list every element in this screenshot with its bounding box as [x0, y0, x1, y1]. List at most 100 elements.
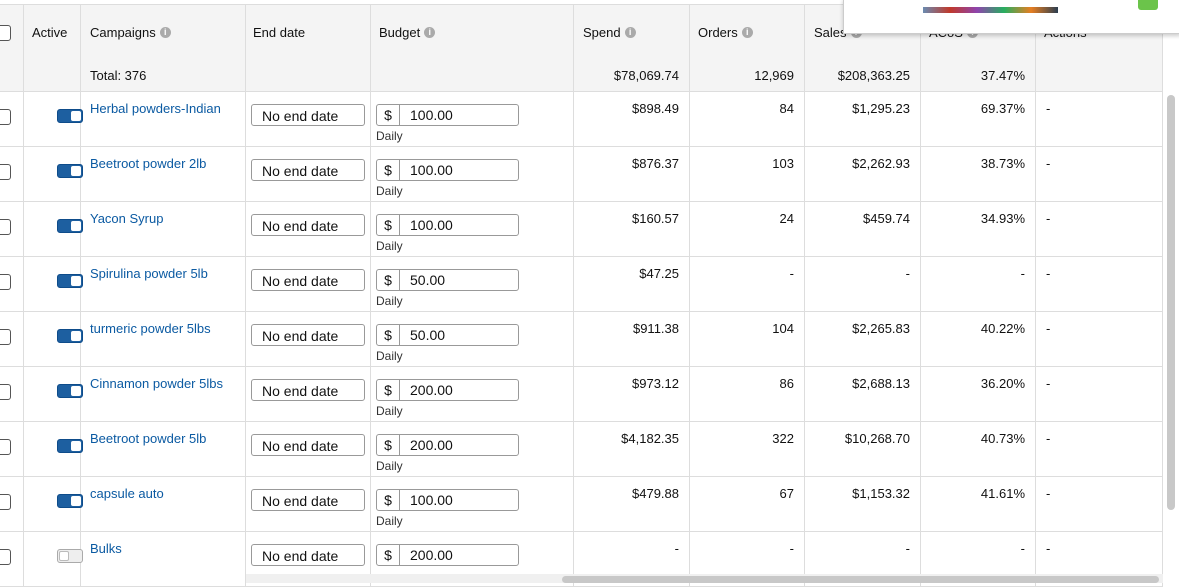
row-checkbox[interactable]: [0, 109, 11, 125]
active-toggle[interactable]: [57, 219, 83, 233]
row-checkbox[interactable]: [0, 329, 11, 345]
row-select-cell: [0, 476, 24, 531]
row-end-date-cell: No end date: [246, 421, 371, 476]
campaign-link[interactable]: Beetroot powder 5lb: [90, 431, 207, 446]
end-date-input[interactable]: No end date: [251, 544, 365, 566]
info-icon[interactable]: i: [741, 27, 753, 38]
row-actions[interactable]: -: [1036, 256, 1163, 311]
campaign-link[interactable]: capsule auto: [90, 486, 164, 501]
total-end-date-cell: [246, 59, 371, 91]
active-toggle[interactable]: [57, 494, 83, 508]
row-checkbox[interactable]: [0, 384, 11, 400]
row-select-cell: [0, 311, 24, 366]
row-checkbox[interactable]: [0, 494, 11, 510]
row-select-cell: [0, 366, 24, 421]
row-actions[interactable]: -: [1036, 476, 1163, 531]
row-actions[interactable]: -: [1036, 311, 1163, 366]
table-row: Bulks No end date $ 200.00 - - - - -: [0, 531, 1163, 587]
campaign-link[interactable]: turmeric powder 5lbs: [90, 321, 211, 336]
row-checkbox[interactable]: [0, 439, 11, 455]
horizontal-scrollbar[interactable]: [562, 576, 1159, 583]
row-select-cell: [0, 256, 24, 311]
campaign-link[interactable]: Herbal powders-Indian: [90, 101, 221, 116]
table-row: Beetroot powder 2lb No end date $ 100.00…: [0, 146, 1163, 202]
info-icon[interactable]: i: [424, 27, 436, 38]
end-date-input[interactable]: No end date: [251, 104, 365, 126]
row-budget-cell: $ 100.00 Daily: [371, 91, 574, 146]
budget-amount: 100.00: [410, 162, 453, 178]
active-toggle[interactable]: [57, 549, 83, 563]
table-row: turmeric powder 5lbs No end date $ 50.00…: [0, 311, 1163, 367]
header-campaigns[interactable]: Campaigns i: [81, 5, 246, 60]
toggle-knob: [59, 551, 69, 561]
campaign-link[interactable]: Cinnamon powder 5lbs: [90, 376, 223, 391]
row-actions[interactable]: -: [1036, 146, 1163, 201]
budget-input[interactable]: $ 200.00: [376, 434, 519, 456]
header-spend[interactable]: Spend i: [574, 5, 690, 60]
row-actions[interactable]: -: [1036, 201, 1163, 256]
budget-amount: 200.00: [410, 547, 453, 563]
active-toggle[interactable]: [57, 439, 83, 453]
header-end-date[interactable]: End date: [246, 5, 371, 60]
row-checkbox[interactable]: [0, 274, 11, 290]
budget-input[interactable]: $ 50.00: [376, 269, 519, 291]
budget-type: Daily: [376, 404, 403, 418]
currency-symbol: $: [377, 325, 400, 345]
end-date-input[interactable]: No end date: [251, 269, 365, 291]
table-row: Beetroot powder 5lb No end date $ 200.00…: [0, 421, 1163, 477]
vertical-scrollbar[interactable]: [1167, 95, 1175, 510]
row-budget-cell: $ 100.00 Daily: [371, 476, 574, 531]
row-actions[interactable]: -: [1036, 421, 1163, 476]
header-orders[interactable]: Orders i: [690, 5, 805, 60]
end-date-input[interactable]: No end date: [251, 159, 365, 181]
select-all-checkbox[interactable]: [0, 25, 11, 41]
active-toggle[interactable]: [57, 329, 83, 343]
campaign-link[interactable]: Bulks: [90, 541, 122, 556]
toggle-knob: [71, 386, 81, 396]
end-date-input[interactable]: No end date: [251, 324, 365, 346]
active-toggle[interactable]: [57, 109, 83, 123]
active-toggle[interactable]: [57, 274, 83, 288]
budget-input[interactable]: $ 100.00: [376, 159, 519, 181]
row-active-cell: [24, 256, 83, 311]
budget-input[interactable]: $ 100.00: [376, 104, 519, 126]
active-toggle[interactable]: [57, 384, 83, 398]
row-checkbox[interactable]: [0, 164, 11, 180]
end-date-input[interactable]: No end date: [251, 489, 365, 511]
budget-input[interactable]: $ 200.00: [376, 379, 519, 401]
header-active[interactable]: Active: [24, 5, 81, 60]
campaign-link[interactable]: Spirulina powder 5lb: [90, 266, 208, 281]
row-campaign-cell: Cinnamon powder 5lbs: [81, 366, 246, 421]
total-active-cell: [24, 59, 81, 91]
active-toggle[interactable]: [57, 164, 83, 178]
total-select-cell: [0, 59, 24, 91]
row-actions[interactable]: -: [1036, 531, 1163, 586]
info-icon[interactable]: i: [159, 27, 171, 38]
row-orders: 104: [690, 311, 805, 366]
end-date-input[interactable]: No end date: [251, 214, 365, 236]
row-orders: 86: [690, 366, 805, 421]
budget-input[interactable]: $ 100.00: [376, 214, 519, 236]
row-checkbox[interactable]: [0, 549, 11, 565]
row-active-cell: [24, 531, 83, 586]
budget-input[interactable]: $ 200.00: [376, 544, 519, 566]
budget-input[interactable]: $ 50.00: [376, 324, 519, 346]
info-icon[interactable]: i: [624, 27, 636, 38]
campaign-link[interactable]: Beetroot powder 2lb: [90, 156, 207, 171]
row-active-cell: [24, 201, 83, 256]
row-budget-cell: $ 100.00 Daily: [371, 201, 574, 256]
budget-input[interactable]: $ 100.00: [376, 489, 519, 511]
end-date-input[interactable]: No end date: [251, 379, 365, 401]
popup-green-button[interactable]: [1138, 0, 1158, 10]
toggle-knob: [71, 221, 81, 231]
currency-symbol: $: [377, 105, 400, 125]
row-actions[interactable]: -: [1036, 91, 1163, 146]
row-actions[interactable]: -: [1036, 366, 1163, 421]
end-date-input[interactable]: No end date: [251, 434, 365, 456]
campaign-link[interactable]: Yacon Syrup: [90, 211, 164, 226]
header-select-cell: [0, 5, 24, 60]
overlay-popup[interactable]: [843, 0, 1179, 34]
currency-symbol: $: [377, 160, 400, 180]
row-checkbox[interactable]: [0, 219, 11, 235]
header-budget[interactable]: Budget i: [371, 5, 574, 60]
